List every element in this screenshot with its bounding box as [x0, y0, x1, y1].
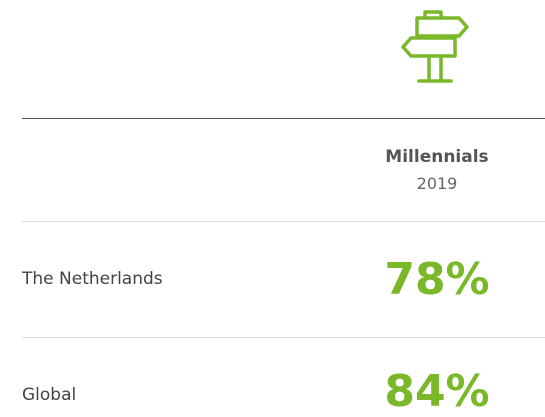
column-title: Millennials: [385, 147, 489, 167]
header-rule: [22, 118, 545, 119]
row-divider: [22, 221, 545, 222]
row-value: 78%: [384, 254, 490, 305]
row-label: The Netherlands: [22, 269, 163, 289]
row-divider: [22, 337, 545, 338]
row-value: 84%: [384, 366, 490, 417]
row-label: Global: [22, 385, 77, 405]
column-subtitle: 2019: [416, 174, 458, 193]
signpost-icon: [401, 10, 469, 83]
